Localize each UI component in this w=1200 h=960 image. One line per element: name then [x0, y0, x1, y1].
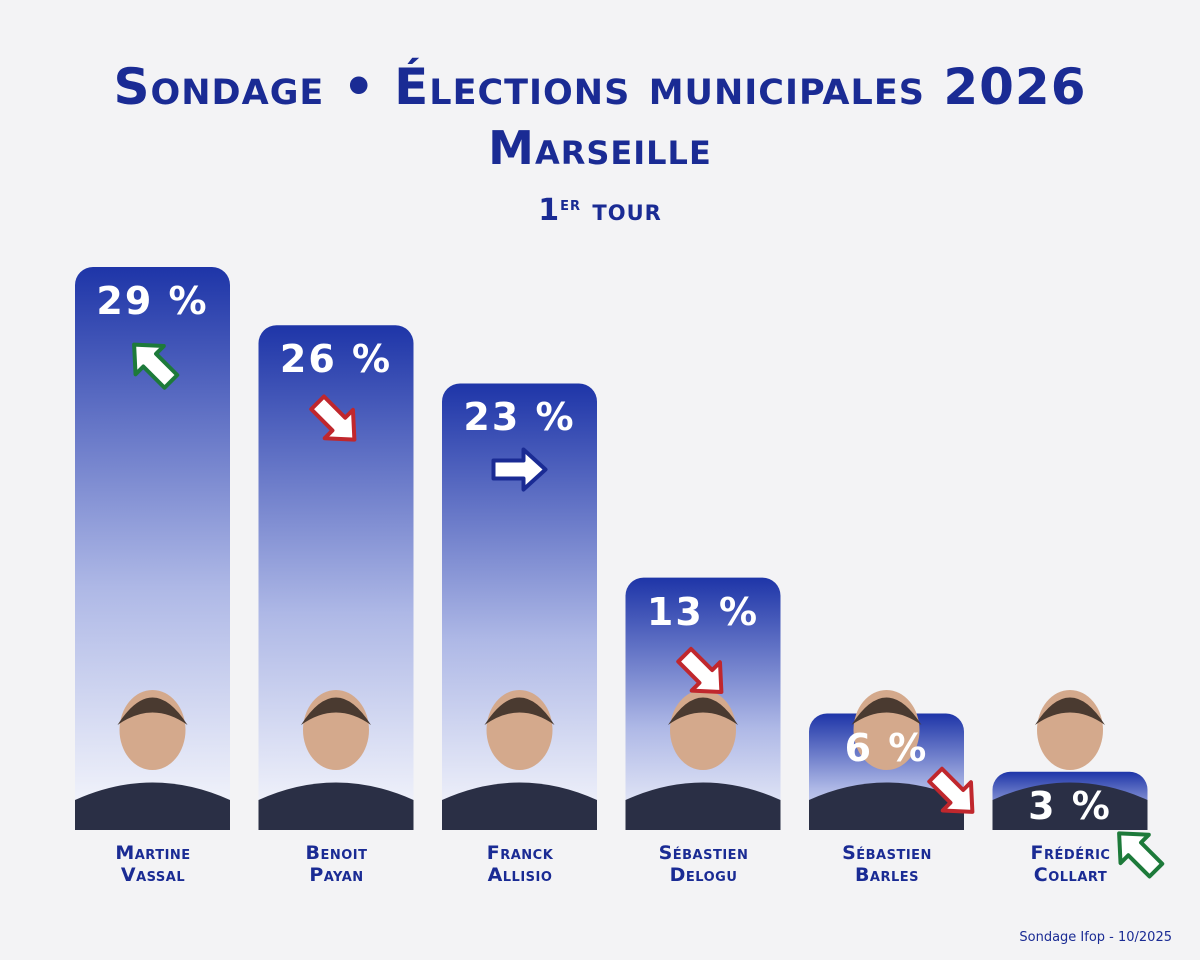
- candidate-last-name: Delogu: [669, 864, 738, 886]
- chart-title: Sondage • Élections municipales 2026: [113, 58, 1087, 116]
- candidate-last-name: Barles: [854, 864, 920, 886]
- bar-group: [440, 383, 599, 852]
- candidate-last-name: Vassal: [120, 864, 186, 886]
- candidate-first-name: Sébastien: [842, 842, 932, 864]
- bar-baseline-mask: [623, 830, 783, 852]
- candidate-name: Benoit Payan: [252, 842, 422, 886]
- bar-group: [73, 267, 232, 852]
- round-label: 1er tour: [0, 185, 1200, 231]
- bar: [258, 325, 414, 850]
- candidate-name: Martine Vassal: [68, 842, 238, 886]
- bar-value-label: 3 %: [1028, 783, 1112, 828]
- bar-value-label: 26 %: [279, 337, 393, 382]
- bar-group: [807, 690, 975, 852]
- trend-stable-icon: [491, 447, 548, 492]
- bar-value-label: 6 %: [844, 725, 929, 770]
- candidate-first-name: Frédéric: [1030, 842, 1111, 864]
- bar-baseline-mask: [256, 830, 416, 852]
- bar-value-label: 23 %: [463, 395, 576, 440]
- candidate-last-name: Collart: [1033, 864, 1108, 886]
- round-word: tour: [592, 193, 662, 228]
- bar-baseline-mask: [73, 830, 232, 852]
- candidate-first-name: Franck: [486, 842, 554, 864]
- round-number: 1: [538, 193, 561, 228]
- bar-baseline-mask: [990, 830, 1150, 852]
- candidate-last-name: Payan: [309, 864, 364, 886]
- trend-down-icon: [676, 646, 724, 695]
- trend-down-icon: [927, 766, 975, 814]
- candidate-first-name: Benoit: [305, 842, 368, 864]
- candidate-name: Sébastien Barles: [802, 842, 972, 886]
- candidate-portrait: [258, 690, 414, 830]
- candidate-first-name: Martine: [115, 842, 191, 864]
- candidate-portrait: [75, 690, 230, 830]
- candidate-portrait: [625, 690, 781, 830]
- source-note: Sondage Ifop - 10/2025: [1019, 930, 1172, 945]
- candidate-name: Frédéric Collart: [986, 842, 1156, 886]
- bar-group: [990, 690, 1165, 879]
- candidate-name: Sébastien Delogu: [619, 842, 789, 886]
- trend-down-icon: [309, 394, 357, 442]
- candidate-last-name: Allisio: [487, 864, 553, 886]
- round-suffix: er: [560, 194, 581, 215]
- candidate-portrait: [442, 690, 597, 830]
- bar-value-label: 29 %: [96, 279, 209, 323]
- trend-up-icon: [132, 342, 180, 390]
- bar: [75, 267, 230, 850]
- candidate-name: Franck Allisio: [435, 842, 605, 886]
- candidate-first-name: Sébastien: [658, 842, 749, 864]
- chart-subtitle: Marseille: [488, 121, 712, 175]
- candidate-portrait: [809, 690, 964, 830]
- bar-baseline-mask: [440, 830, 599, 852]
- bar-group: [623, 577, 783, 852]
- bar-baseline-mask: [807, 830, 966, 852]
- bar-group: [256, 325, 416, 852]
- bar-value-label: 13 %: [646, 589, 760, 634]
- trend-up-icon: [1117, 831, 1165, 879]
- bar: [442, 383, 597, 850]
- candidate-portrait: [992, 690, 1148, 830]
